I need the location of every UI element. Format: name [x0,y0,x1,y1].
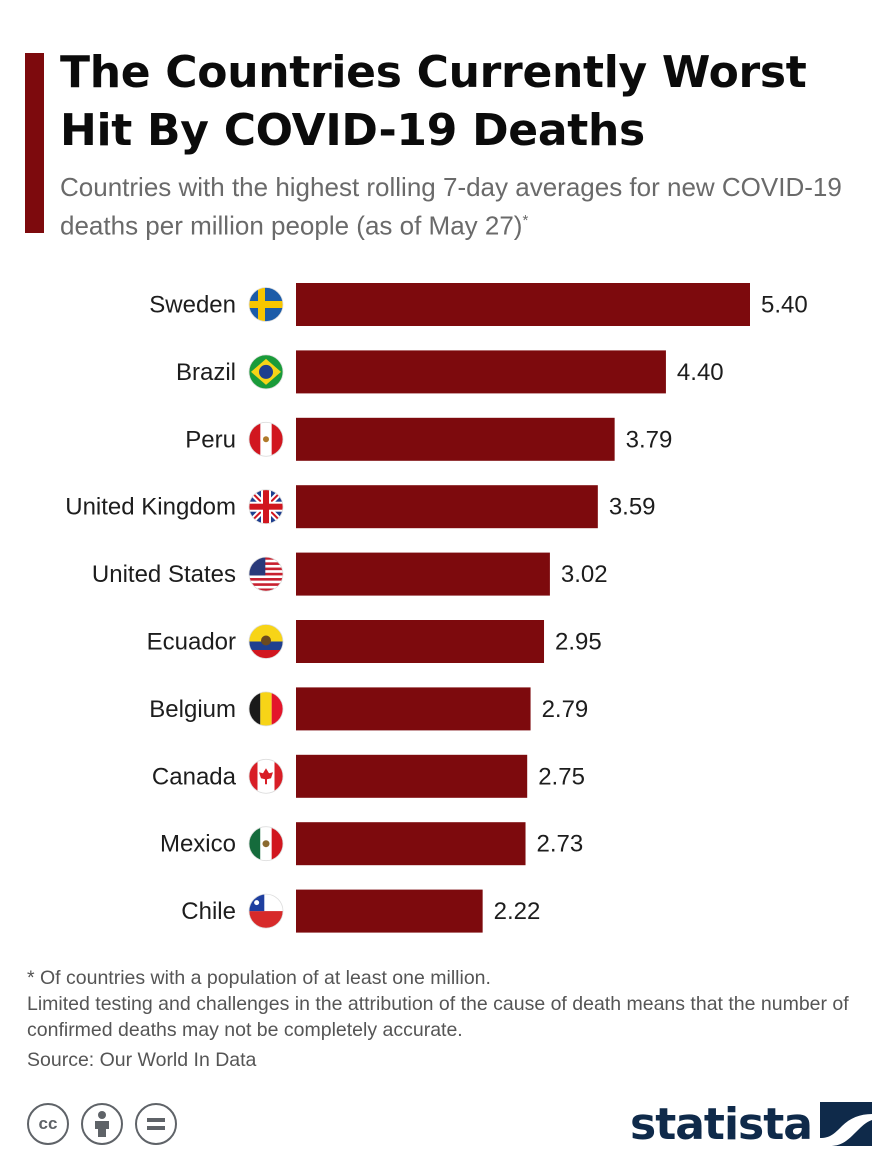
value-label: 2.22 [494,898,541,925]
bar-row: Sweden 5.40 [149,283,808,326]
title-accent-bar [25,53,44,233]
bar [296,485,598,529]
bar-row: Peru 3.79 [185,417,673,461]
bar [296,822,526,866]
ecuador-flag-icon [248,624,284,659]
united-kingdom-flag-icon [248,489,284,525]
peru-flag-icon [248,421,284,457]
value-label: 3.02 [561,561,608,588]
bar [296,620,545,663]
no-derivatives-icon [135,1103,177,1145]
value-label: 3.59 [609,494,656,521]
belgium-flag-icon [248,691,284,727]
bar-row: Canada 2.75 [152,754,585,798]
category-label: Peru [185,426,236,453]
sweden-flag-icon [248,287,284,322]
footnote: * Of countries with a population of at l… [27,965,857,1043]
bar [296,417,615,461]
source-note: Source: Our World In Data [27,1049,257,1071]
category-label: Belgium [149,696,236,723]
category-label: Chile [181,898,236,925]
chart-title: The Countries Currently Worst Hit By COV… [60,47,807,156]
bar-chart: Sweden 5.40 Brazil 4.40 Peru 3.79 United Kingd… [65,283,808,933]
bar [296,889,483,933]
value-label: 4.40 [677,359,724,386]
footnote-accuracy: Limited testing and challenges in the at… [27,993,849,1041]
bar-row: United States 3.02 [92,552,608,596]
footnote-population: * Of countries with a population of at l… [27,967,491,989]
bar-row: Ecuador 2.95 [147,620,602,663]
category-label: Canada [152,763,237,790]
category-label: Ecuador [147,629,236,656]
value-label: 2.79 [542,696,589,723]
bar-row: Belgium 2.79 [149,687,589,731]
value-label: 3.79 [626,426,673,453]
category-label: Sweden [149,292,236,319]
bar [296,754,528,798]
value-label: 2.95 [555,629,602,656]
attribution-icon [81,1103,123,1145]
bar [296,283,750,326]
bar-row: Chile 2.22 [181,889,541,933]
creative-commons-icon: cc [27,1103,69,1145]
license-icons: cc [27,1103,177,1145]
category-label: United States [92,561,236,588]
united-states-flag-icon [248,556,284,592]
bar-row: Mexico 2.73 [160,822,584,866]
category-label: Brazil [176,359,236,386]
equals-icon [147,1118,165,1130]
statista-logo: statista [630,1098,872,1150]
chile-flag-icon [248,893,284,929]
bar [296,687,531,731]
person-icon [95,1111,109,1137]
bar-row: United Kingdom 3.59 [65,485,656,529]
value-label: 5.40 [761,292,808,319]
statista-mark-icon [819,1102,872,1146]
brand-name: statista [630,1098,813,1150]
chart-subtitle: Countries with the highest rolling 7-day… [60,170,860,243]
bar [296,350,666,394]
bar-row: Brazil 4.40 [176,350,724,394]
value-label: 2.73 [537,831,584,858]
bar [296,552,550,596]
value-label: 2.75 [538,763,585,790]
brazil-flag-icon [248,354,284,390]
subtitle-footnote-mark: * [522,212,529,229]
canada-flag-icon [248,758,284,794]
mexico-flag-icon [248,826,284,862]
category-label: Mexico [160,831,236,858]
subtitle-text: Countries with the highest rolling 7-day… [60,172,842,241]
category-label: United Kingdom [65,494,236,521]
